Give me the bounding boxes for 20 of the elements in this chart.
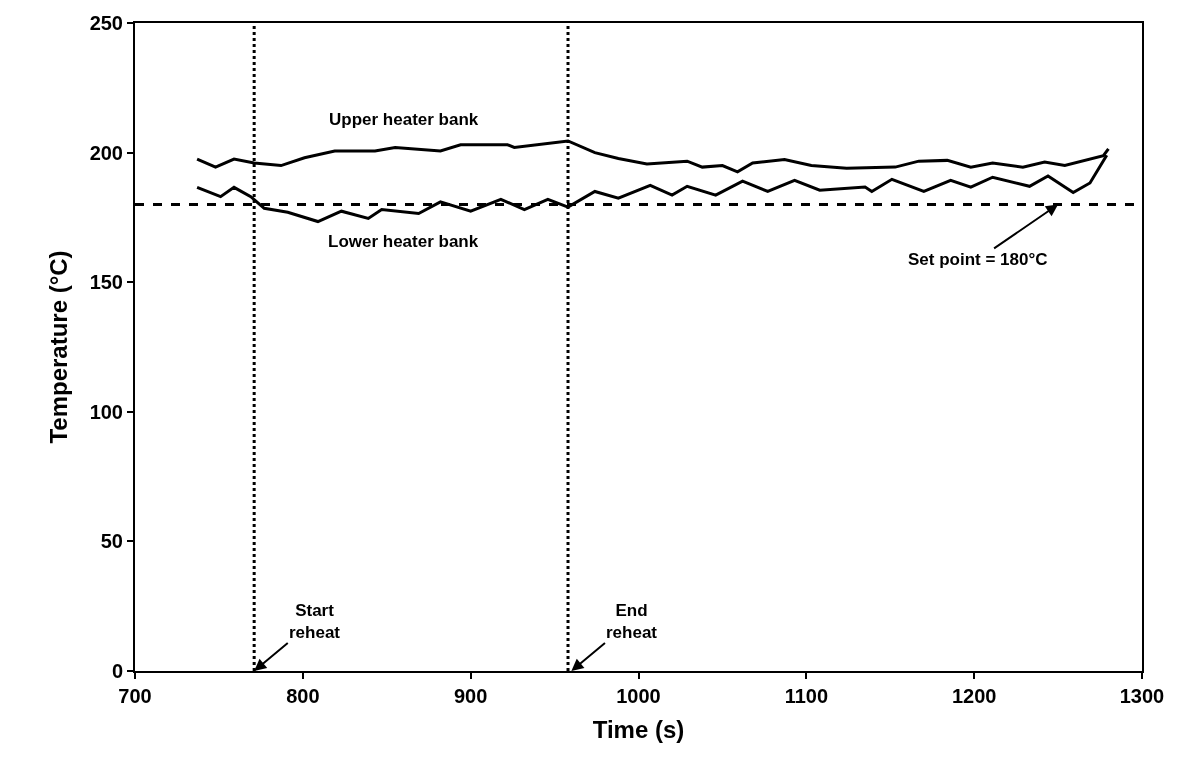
annotation: Set point = 180°C — [908, 250, 1048, 269]
y-tick-label: 50 — [100, 530, 123, 553]
y-tick-label: 200 — [89, 141, 123, 164]
x-tick-label: 800 — [286, 685, 320, 707]
annotation: Start reheat — [289, 601, 341, 643]
x-tick-label: 700 — [118, 685, 152, 707]
x-tick-label: 1200 — [951, 685, 997, 707]
y-tick-label: 150 — [89, 271, 123, 294]
x-tick-label: 1100 — [784, 685, 829, 707]
y-tick-label: 100 — [89, 400, 123, 423]
series-label: Upper heater bank — [329, 110, 479, 129]
x-tick-label: 1300 — [1119, 685, 1165, 707]
y-axis-title: Temperature (°C) — [45, 250, 73, 444]
x-tick-label: 900 — [453, 685, 488, 707]
x-axis-title: Time (s) — [592, 715, 685, 743]
series-label: Lower heater bank — [328, 232, 479, 251]
y-tick-label: 0 — [111, 660, 123, 682]
x-tick-label: 1000 — [616, 685, 661, 707]
annotation: End reheat — [606, 601, 658, 643]
y-tick-label: 250 — [89, 12, 123, 34]
